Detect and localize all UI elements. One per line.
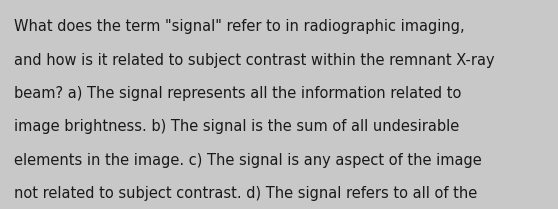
Text: beam? a) The signal represents all the information related to: beam? a) The signal represents all the i…: [14, 86, 461, 101]
Text: image brightness. b) The signal is the sum of all undesirable: image brightness. b) The signal is the s…: [14, 120, 459, 134]
Text: What does the term "signal" refer to in radiographic imaging,: What does the term "signal" refer to in …: [14, 19, 464, 34]
Text: not related to subject contrast. d) The signal refers to all of the: not related to subject contrast. d) The …: [14, 186, 477, 201]
Text: and how is it related to subject contrast within the remnant X-ray: and how is it related to subject contras…: [14, 53, 494, 68]
Text: elements in the image. c) The signal is any aspect of the image: elements in the image. c) The signal is …: [14, 153, 482, 168]
